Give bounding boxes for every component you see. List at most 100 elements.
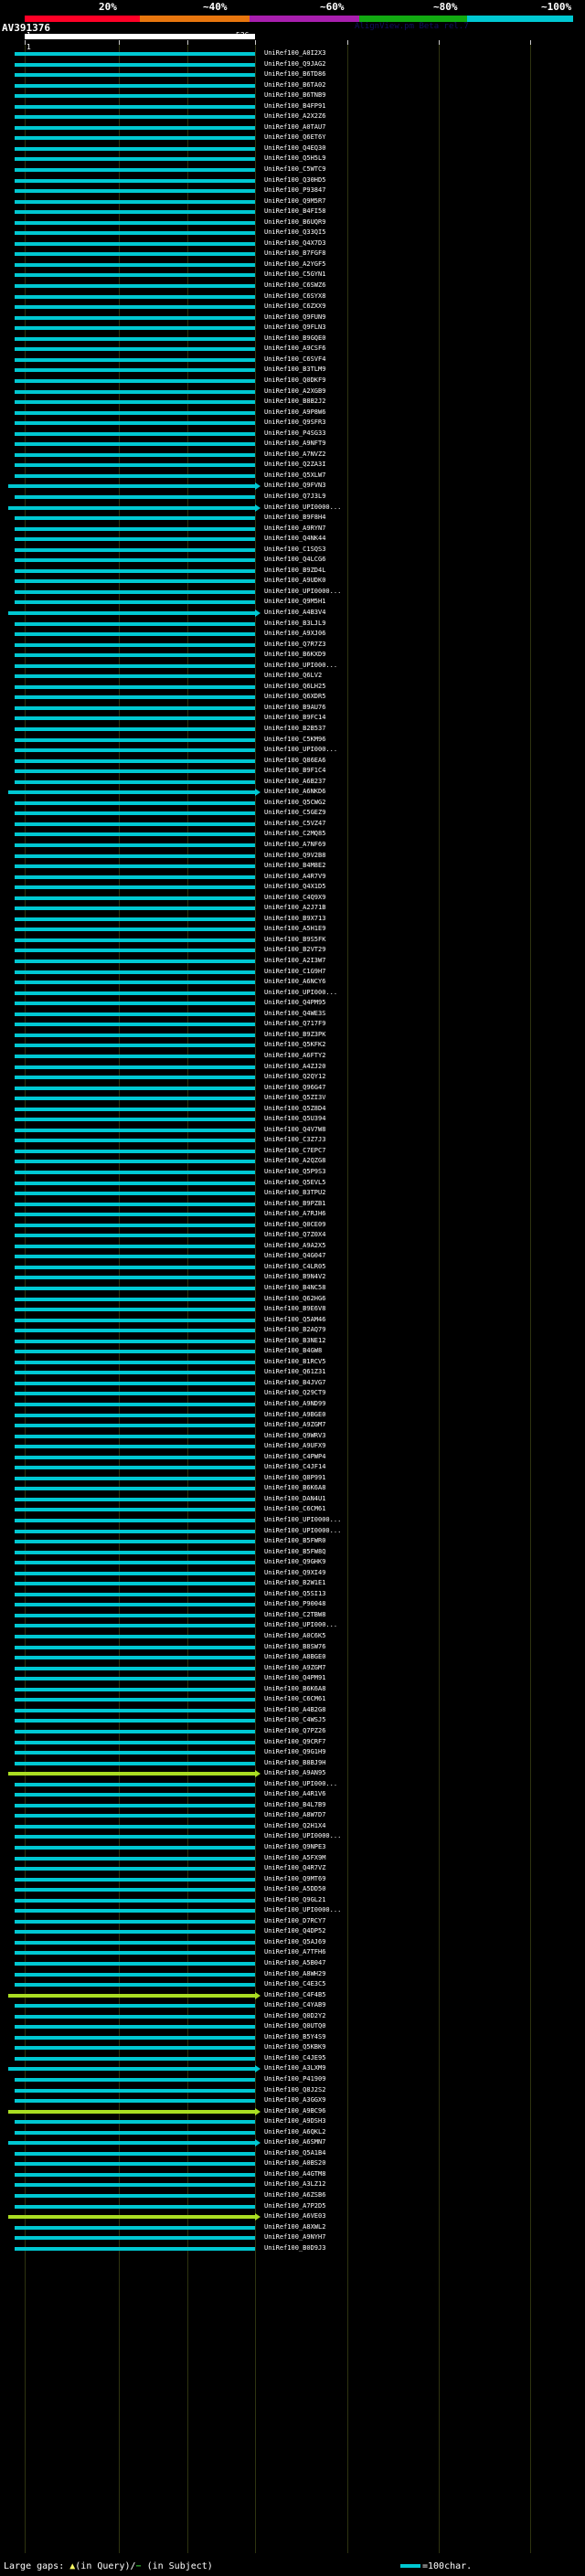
hit-bar[interactable]	[15, 1466, 255, 1470]
hit-row[interactable]: UniRef100_Q4R7VZ	[0, 1864, 585, 1875]
hit-label[interactable]: UniRef100_B6UQR9	[264, 217, 326, 226]
hit-bar[interactable]	[15, 2236, 255, 2241]
hit-label[interactable]: UniRef100_C4YAB9	[264, 2001, 326, 2009]
hit-label[interactable]: UniRef100_B7FGF8	[264, 249, 326, 258]
hit-bar[interactable]	[15, 494, 255, 499]
hit-row[interactable]: UniRef100_A9AN95	[0, 1769, 585, 1780]
hit-bar[interactable]	[15, 1761, 255, 1765]
hit-label[interactable]: UniRef100_P93847	[264, 186, 326, 195]
hit-bar[interactable]	[15, 1213, 255, 1217]
hit-bar[interactable]	[15, 2120, 255, 2125]
hit-label[interactable]: UniRef100_A9P8W6	[264, 408, 326, 416]
hit-bar[interactable]	[15, 378, 255, 383]
hit-label[interactable]: UniRef100_A9DSH3	[264, 2117, 326, 2125]
hit-label[interactable]: UniRef100_UPI000...	[264, 661, 338, 669]
hit-bar[interactable]	[15, 2194, 255, 2199]
hit-row[interactable]: UniRef100_Q5SI13	[0, 1590, 585, 1601]
hit-row[interactable]: UniRef100_B9ZD4L	[0, 567, 585, 578]
hit-row[interactable]: UniRef100_A9XJ06	[0, 630, 585, 641]
hit-bar[interactable]	[15, 1044, 255, 1048]
hit-row[interactable]: UniRef100_Q5ZI3V	[0, 1094, 585, 1105]
hit-label[interactable]: UniRef100_A9ZGM7	[264, 1663, 326, 1671]
hit-row[interactable]: UniRef100_C1G9H7	[0, 968, 585, 979]
hit-bar[interactable]	[15, 684, 255, 689]
hit-label[interactable]: UniRef100_A6B237	[264, 777, 326, 785]
hit-bar[interactable]	[15, 1413, 255, 1417]
hit-label[interactable]: UniRef100_A3LZ12	[264, 2180, 326, 2189]
hit-bar[interactable]	[15, 1118, 255, 1122]
hit-bar[interactable]	[15, 452, 255, 457]
hit-bar[interactable]	[15, 1255, 255, 1259]
hit-label[interactable]: UniRef100_C4PWP4	[264, 1452, 326, 1460]
hit-row[interactable]: UniRef100_Q9FLN3	[0, 323, 585, 334]
hit-row[interactable]: UniRef100_Q4NK44	[0, 535, 585, 546]
hit-label[interactable]: UniRef100_B4FP91	[264, 101, 326, 110]
hit-row[interactable]: UniRef100_Q4X7D3	[0, 239, 585, 250]
hit-label[interactable]: UniRef100_C5WTC9	[264, 165, 326, 174]
hit-label[interactable]: UniRef100_Q4G047	[264, 1252, 326, 1260]
hit-row[interactable]: UniRef100_C4PWP4	[0, 1453, 585, 1464]
hit-bar[interactable]	[15, 1972, 255, 1977]
hit-row[interactable]: UniRef100_A3LXM9	[0, 2064, 585, 2075]
hit-label[interactable]: UniRef100_B2W1E1	[264, 1579, 326, 1587]
hit-label[interactable]: UniRef100_Q8J2S2	[264, 2085, 326, 2094]
hit-label[interactable]: UniRef100_A8BGE0	[264, 1653, 326, 1661]
hit-bar[interactable]	[15, 473, 255, 478]
hit-label[interactable]: UniRef100_UPI0000...	[264, 1906, 342, 1914]
hit-bar[interactable]	[15, 94, 255, 99]
hit-bar[interactable]	[15, 1698, 255, 1702]
hit-bar[interactable]	[15, 189, 255, 194]
hit-bar[interactable]	[15, 600, 255, 605]
hit-row[interactable]: UniRef100_C5VZ47	[0, 820, 585, 831]
hit-bar[interactable]	[15, 1223, 255, 1227]
hit-row[interactable]: UniRef100_B9PZB1	[0, 1200, 585, 1211]
hit-label[interactable]: UniRef100_C6SVF4	[264, 355, 326, 363]
hit-label[interactable]: UniRef100_C2TBW8	[264, 1610, 326, 1618]
hit-row[interactable]: UniRef100_Q9M5H1	[0, 598, 585, 609]
hit-row[interactable]: UniRef100_A6ZSB6	[0, 2191, 585, 2202]
hit-row[interactable]: UniRef100_C3Z7J3	[0, 1136, 585, 1147]
hit-row[interactable]: UniRef100_A4B3V4	[0, 609, 585, 620]
hit-bar[interactable]	[15, 663, 255, 668]
hit-row[interactable]: UniRef100_A7TFH6	[0, 1948, 585, 1959]
hit-label[interactable]: UniRef100_B5Y4S9	[264, 2032, 326, 2041]
hit-label[interactable]: UniRef100_Q7J3L9	[264, 492, 326, 500]
hit-bar[interactable]	[15, 1561, 255, 1565]
hit-row[interactable]: UniRef100_Q86EA6	[0, 757, 585, 768]
hit-bar[interactable]	[15, 410, 255, 415]
hit-label[interactable]: UniRef100_A0C6K5	[264, 1632, 326, 1640]
hit-bar[interactable]	[15, 1603, 255, 1607]
hit-row[interactable]: UniRef100_B6TD86	[0, 70, 585, 81]
hit-bar[interactable]	[15, 1339, 255, 1343]
hit-label[interactable]: UniRef100_B6K6A8	[264, 1484, 326, 1492]
hit-bar[interactable]	[15, 2099, 255, 2104]
hit-label[interactable]: UniRef100_A9RYN7	[264, 524, 326, 532]
hit-row[interactable]: UniRef100_C2TBW8	[0, 1611, 585, 1622]
hit-bar[interactable]	[15, 1961, 255, 1966]
hit-row[interactable]: UniRef100_B9E6V8	[0, 1305, 585, 1316]
hit-bar[interactable]	[15, 252, 255, 257]
hit-row[interactable]: UniRef100_B7FGF8	[0, 249, 585, 260]
hit-row[interactable]: UniRef100_C5GYN1	[0, 270, 585, 281]
hit-bar[interactable]	[15, 769, 255, 774]
hit-label[interactable]: UniRef100_Q33QI5	[264, 228, 326, 237]
hit-bar[interactable]	[15, 146, 255, 151]
hit-label[interactable]: UniRef100_A4ZJ20	[264, 1062, 326, 1070]
hit-label[interactable]: UniRef100_Q4WE3S	[264, 1009, 326, 1017]
hit-row[interactable]: UniRef100_B8SW76	[0, 1643, 585, 1654]
hit-row[interactable]: UniRef100_Q9CRF7	[0, 1738, 585, 1749]
hit-row[interactable]: UniRef100_Q9GL21	[0, 1896, 585, 1907]
hit-row[interactable]: UniRef100_Q9M5R7	[0, 197, 585, 208]
hit-label[interactable]: UniRef100_A7NVZ2	[264, 450, 326, 458]
hit-row[interactable]: UniRef100_Q0CE09	[0, 1221, 585, 1232]
hit-row[interactable]: UniRef100_B3NE12	[0, 1337, 585, 1348]
hit-row[interactable]: UniRef100_P41909	[0, 2075, 585, 2086]
hit-bar[interactable]	[15, 336, 255, 341]
hit-label[interactable]: UniRef100_A2X2Z6	[264, 112, 326, 121]
hit-label[interactable]: UniRef100_A9XJ06	[264, 630, 326, 638]
hit-label[interactable]: UniRef100_C6SWZ6	[264, 281, 326, 290]
hit-bar[interactable]	[15, 1286, 255, 1290]
hit-row[interactable]: UniRef100_A5H1E9	[0, 925, 585, 936]
hit-label[interactable]: UniRef100_Q86EA6	[264, 756, 326, 764]
hit-label[interactable]: UniRef100_Q717F9	[264, 1020, 326, 1028]
